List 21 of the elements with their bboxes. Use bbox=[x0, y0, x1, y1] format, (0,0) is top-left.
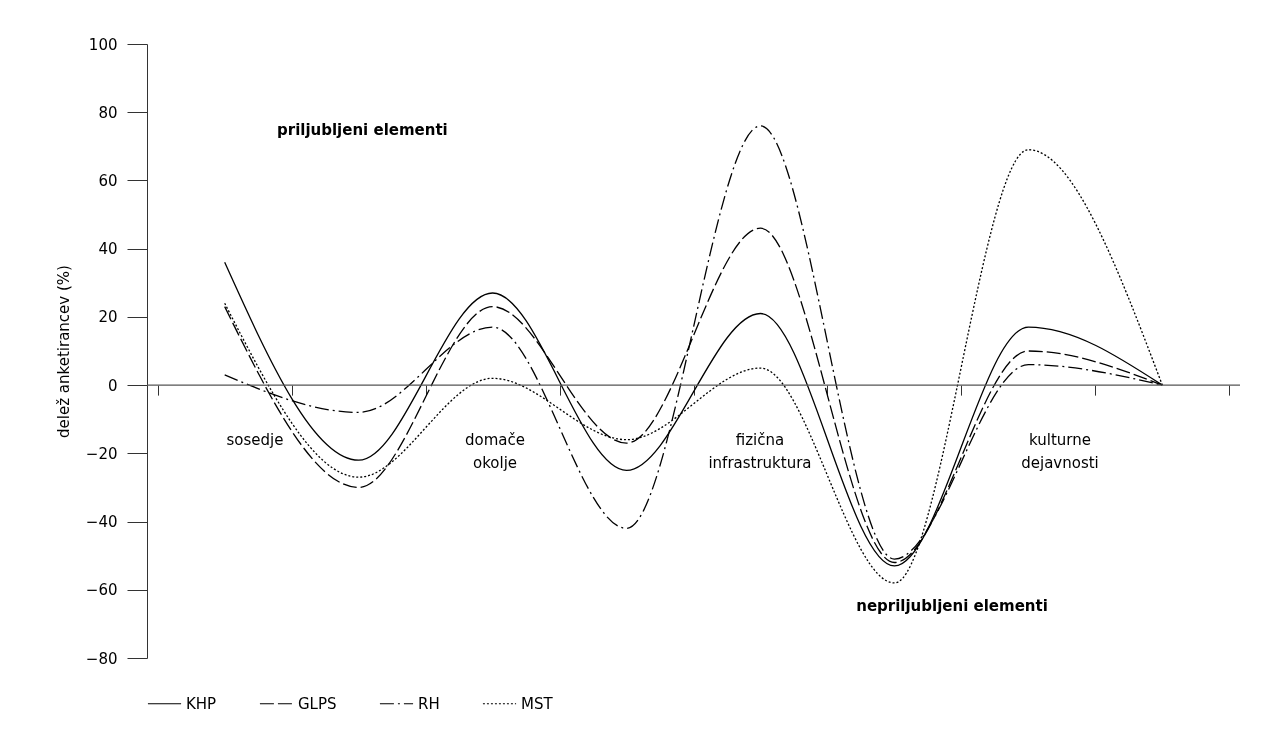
annotation: fizična infrastruktura bbox=[708, 431, 812, 472]
legend-label: MST bbox=[521, 694, 554, 713]
y-tick-label: 100 bbox=[88, 35, 118, 54]
legend-label: RH bbox=[418, 694, 440, 713]
annotation: sosedje bbox=[226, 431, 284, 449]
y-tick-label: 20 bbox=[98, 308, 118, 327]
y-tick-label: −80 bbox=[85, 649, 118, 668]
annotation: kulturne dejavnosti bbox=[1021, 431, 1099, 472]
legend-label: GLPS bbox=[298, 694, 337, 713]
annotation: domače okolje bbox=[465, 431, 525, 472]
y-tick-label: 40 bbox=[98, 240, 118, 259]
y-tick-label: 0 bbox=[107, 376, 118, 395]
y-tick-label: 80 bbox=[98, 103, 118, 122]
y-tick-label: −40 bbox=[85, 513, 118, 532]
annotation: nepriljubljeni elementi bbox=[856, 597, 1048, 615]
y-axis-title: delež anketirancev (%) bbox=[54, 265, 73, 438]
y-tick-label: −60 bbox=[85, 581, 118, 600]
y-tick-label: −20 bbox=[85, 444, 118, 463]
annotation: priljubljeni elementi bbox=[277, 121, 448, 139]
legend-label: KHP bbox=[186, 694, 217, 713]
y-tick-label: 60 bbox=[98, 171, 118, 190]
